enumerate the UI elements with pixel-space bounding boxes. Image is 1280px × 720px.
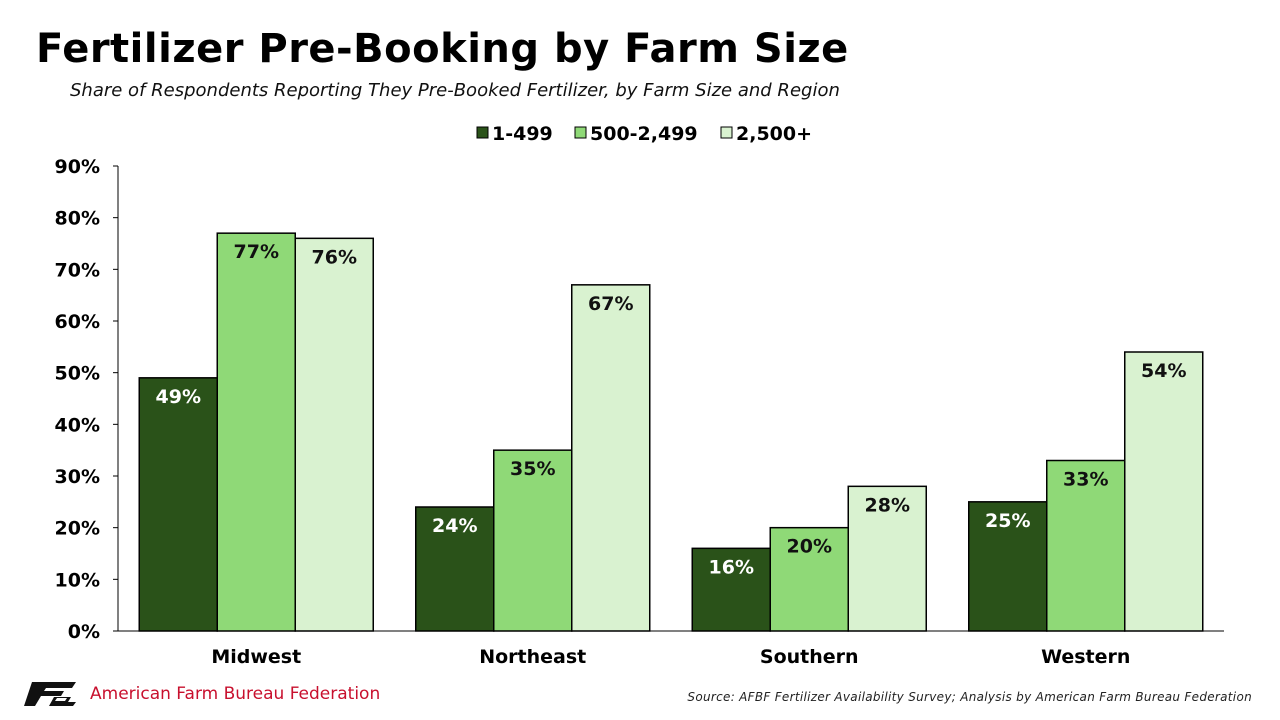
- legend-swatch: [574, 126, 587, 139]
- legend-label: 500-2,499: [590, 123, 698, 145]
- bar-southern-2: [847, 485, 927, 632]
- bar-chart: 1-499 500-2,499 2,500+ 0% 10% 20% 30% 40% 50% 60…: [55, 123, 1224, 668]
- y-tick-label: 80%: [55, 208, 100, 230]
- data-label: 25%: [985, 510, 1030, 532]
- data-label: 35%: [510, 458, 555, 480]
- bar-midwest-1: [216, 232, 296, 632]
- afbf-logo: American Farm Bureau Federation: [24, 682, 380, 706]
- legend: 1-499 500-2,499 2,500+: [476, 123, 812, 145]
- data-label: 67%: [588, 293, 633, 315]
- data-label: 54%: [1141, 360, 1186, 382]
- y-tick-label: 0%: [68, 621, 100, 643]
- data-label: 76%: [312, 246, 357, 268]
- bar-northeast-2: [571, 284, 651, 632]
- data-label: 49%: [156, 386, 201, 408]
- x-tick-label: Midwest: [211, 646, 301, 668]
- data-label: 20%: [787, 536, 832, 558]
- data-label: 77%: [234, 241, 279, 263]
- legend-label: 2,500+: [736, 123, 812, 145]
- y-tick-label: 60%: [55, 311, 100, 333]
- x-axis: Midwest Northeast Southern Western: [118, 630, 1224, 668]
- data-label: 33%: [1063, 469, 1108, 491]
- bar-southern-1: [769, 526, 849, 632]
- data-label: 28%: [865, 494, 910, 516]
- bar-northeast-0: [415, 506, 495, 632]
- chart-title: Fertilizer Pre-Booking by Farm Size: [36, 26, 849, 72]
- y-tick-label: 50%: [55, 363, 100, 385]
- org-name: American Farm Bureau Federation: [90, 684, 381, 704]
- y-tick-label: 10%: [55, 569, 100, 591]
- chart-subtitle: Share of Respondents Reporting They Pre-…: [70, 80, 840, 101]
- x-tick-label: Northeast: [479, 646, 586, 668]
- bar-midwest-2: [294, 237, 374, 632]
- bar-northeast-1: [493, 449, 573, 632]
- y-tick-label: 40%: [55, 414, 100, 436]
- y-tick-label: 70%: [55, 259, 100, 281]
- y-tick-label: 30%: [55, 466, 100, 488]
- y-tick-label: 20%: [55, 518, 100, 540]
- x-tick-label: Western: [1041, 646, 1130, 668]
- bar-midwest-0: [138, 377, 218, 632]
- bars: 49% 77% 76% 24% 35% 67% 16% 20% 28% 25% 33% 54%: [138, 232, 1204, 632]
- data-label: 24%: [432, 515, 477, 537]
- x-tick-label: Southern: [760, 646, 859, 668]
- bar-western-2: [1124, 351, 1204, 632]
- data-label: 16%: [709, 556, 754, 578]
- source-note: Source: AFBF Fertilizer Availability Sur…: [687, 690, 1252, 704]
- bar-southern-0: [691, 547, 771, 632]
- legend-label: 1-499: [492, 123, 553, 145]
- y-tick-label: 90%: [55, 156, 100, 178]
- legend-swatch: [476, 126, 489, 139]
- fb-logo-icon: [24, 682, 76, 706]
- legend-swatch: [720, 126, 733, 139]
- y-axis: 0% 10% 20% 30% 40% 50% 60% 70% 80% 90%: [55, 156, 119, 643]
